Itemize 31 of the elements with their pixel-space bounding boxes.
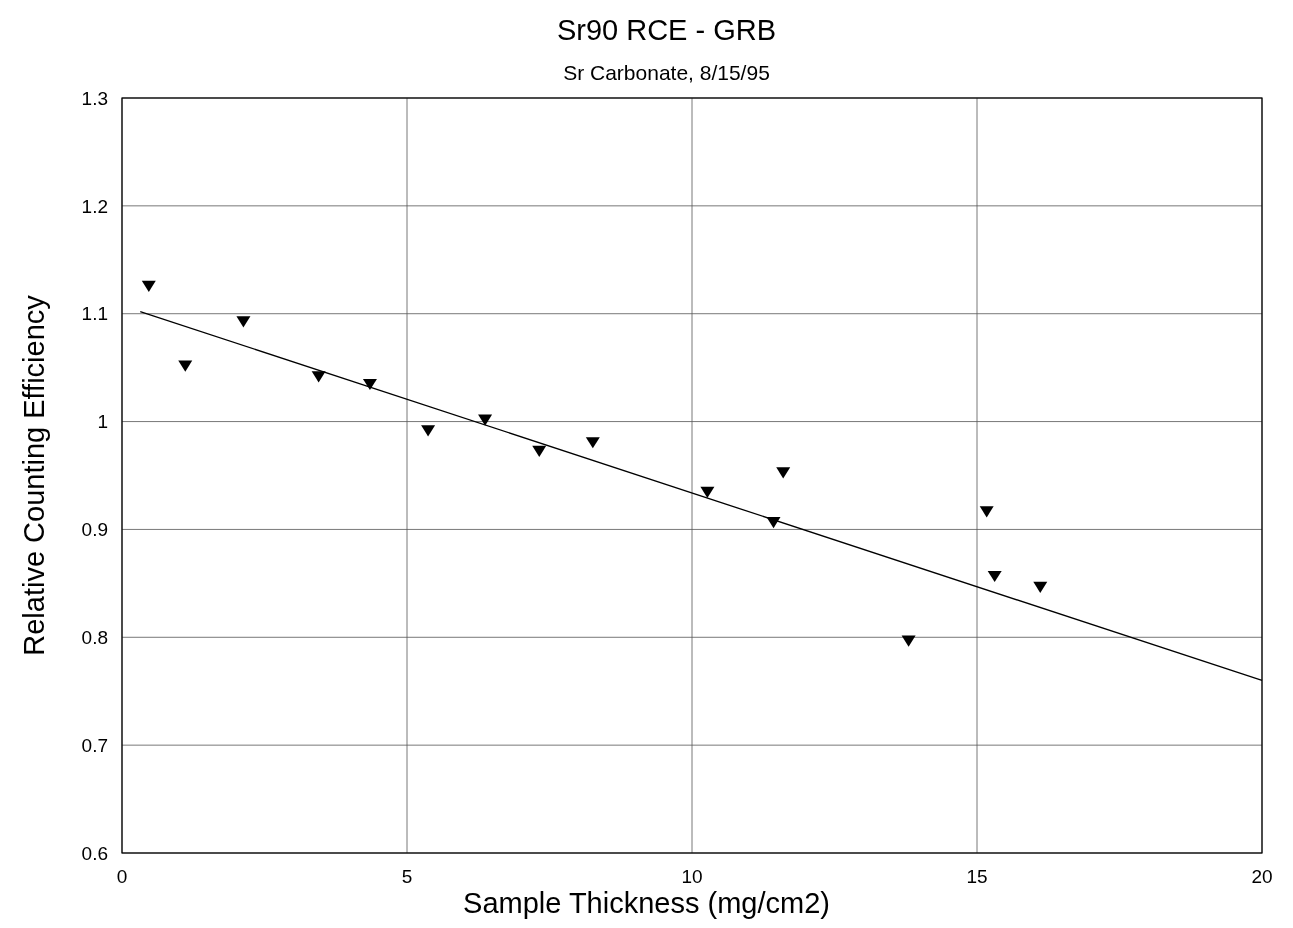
x-tick-label: 0 [116, 866, 128, 887]
chart-subtitle: Sr Carbonate, 8/15/95 [563, 61, 770, 84]
point [585, 437, 600, 449]
x-tick-label: 5 [401, 866, 413, 887]
point [1033, 581, 1048, 593]
x-axis-title: Sample Thickness (mg/cm2) [463, 887, 830, 919]
chart-title: Sr90 RCE - GRB [556, 14, 777, 46]
point [236, 316, 251, 328]
y-tick-label: 0.7 [81, 734, 108, 756]
x-tick-label: 10 [681, 866, 703, 887]
y-tick-label: 0.9 [81, 519, 108, 541]
point [178, 360, 193, 372]
point [901, 635, 916, 647]
point [532, 445, 547, 457]
point [141, 280, 156, 292]
point [700, 486, 715, 498]
point [421, 425, 436, 437]
y-tick-label: 0.8 [81, 626, 108, 648]
y-tick-label: 0.6 [81, 842, 108, 864]
x-tick-label: 15 [966, 866, 988, 887]
point [311, 371, 326, 383]
x-tick-label: 20 [1251, 866, 1273, 887]
y-tick-label: 1.2 [81, 195, 108, 217]
point [987, 570, 1002, 583]
y-tick-label: 1.1 [81, 303, 108, 325]
y-tick-label: 1.3 [81, 87, 108, 109]
y-axis-title: Relative Counting Efficiency [18, 294, 50, 656]
point [776, 467, 791, 479]
point [362, 378, 377, 391]
point [979, 506, 994, 518]
y-tick-label: 1 [97, 411, 108, 433]
